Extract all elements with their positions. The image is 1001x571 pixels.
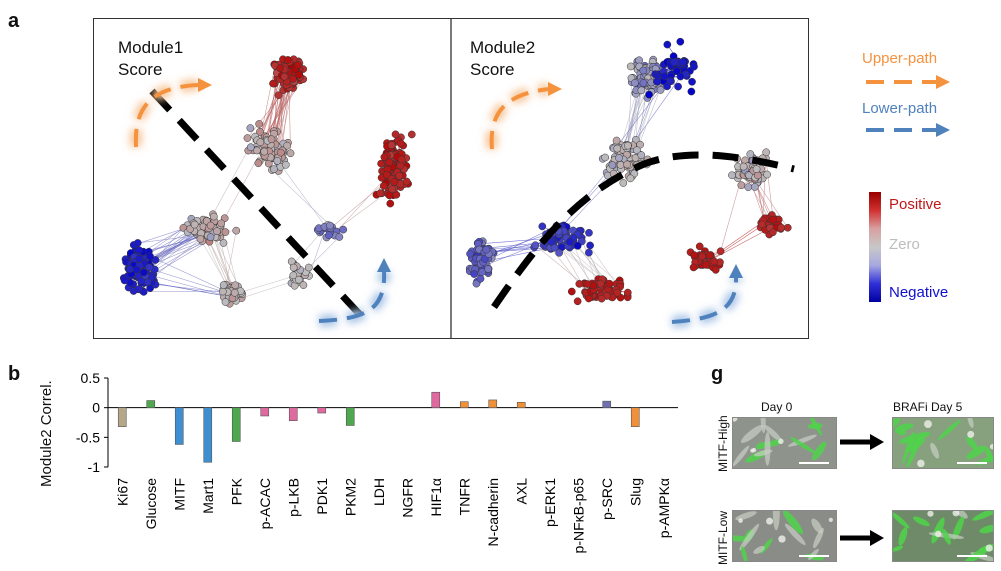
scale-bar bbox=[799, 462, 829, 464]
bar bbox=[602, 400, 612, 408]
category-label: Glucose bbox=[143, 478, 159, 530]
scale-bar bbox=[957, 555, 987, 557]
bar bbox=[117, 407, 127, 427]
bar bbox=[203, 407, 213, 463]
category-label: p-AMPKα bbox=[656, 478, 672, 538]
bar bbox=[231, 407, 241, 442]
category-label: LDH bbox=[371, 478, 387, 506]
bar bbox=[459, 401, 469, 408]
colorbar-zero-label: Zero bbox=[889, 236, 920, 253]
bar bbox=[630, 407, 640, 427]
lower-path-legend-arrow bbox=[866, 123, 950, 137]
mitf-low-row-label: MITF-Low bbox=[716, 511, 730, 565]
category-label: Mart1 bbox=[200, 478, 216, 514]
y-tick-label: -0.5 bbox=[76, 429, 100, 445]
lower-path-label: Lower-path bbox=[862, 100, 938, 117]
score-colorbar bbox=[869, 192, 881, 302]
panel-g-letter: g bbox=[711, 363, 724, 385]
scale-bar bbox=[957, 462, 987, 464]
bar bbox=[431, 391, 441, 408]
network-plots bbox=[119, 19, 795, 338]
category-label: N-cadherin bbox=[485, 478, 501, 546]
category-label: PKM2 bbox=[342, 478, 358, 516]
category-label: p-ACAC bbox=[257, 478, 273, 529]
colorbar-negative-label: Negative bbox=[889, 284, 949, 301]
colorbar-positive-label: Positive bbox=[889, 196, 942, 213]
category-label: p-SRC bbox=[599, 478, 615, 520]
category-label: p-NFκB-p65 bbox=[570, 478, 586, 554]
category-label: p-ERK1 bbox=[542, 478, 558, 527]
module2-upper-path-arrow bbox=[485, 82, 562, 150]
micrograph-low-day0 bbox=[732, 510, 837, 562]
category-label: TNFR bbox=[456, 478, 472, 515]
upper-path-legend-arrow bbox=[866, 75, 950, 89]
panel-b-letter: b bbox=[8, 363, 21, 385]
mitf-high-row-label: MITF-High bbox=[716, 415, 730, 472]
category-label: Ki67 bbox=[114, 478, 130, 506]
category-label: HIF1α bbox=[428, 478, 444, 516]
module2-correlation-bar-chart: 0.5 0 -0.5 -1 Ki67 Glucose MITF Mart1 PFK p-ACAC p… bbox=[76, 370, 678, 554]
network-nodes bbox=[119, 55, 416, 308]
module2-score-title: Module2 Score bbox=[470, 38, 536, 79]
category-label: MITF bbox=[171, 478, 187, 511]
module1-score-title: Module1 Score bbox=[118, 38, 184, 79]
bar bbox=[260, 407, 270, 417]
category-label: Slug bbox=[627, 478, 643, 506]
category-label: p-LKB bbox=[285, 478, 301, 517]
upper-path-label: Upper-path bbox=[862, 50, 938, 67]
bar bbox=[288, 407, 298, 422]
module1-upper-path-arrow bbox=[129, 78, 212, 148]
bar bbox=[317, 407, 327, 414]
y-tick-label: -1 bbox=[88, 459, 101, 475]
module1-trajectory-line bbox=[149, 88, 367, 322]
y-axis-label: Module2 Correl. bbox=[38, 380, 55, 487]
micrograph-low-day5 bbox=[892, 510, 994, 562]
module2-lower-path-arrow bbox=[671, 264, 743, 328]
panel-a-letter: a bbox=[8, 10, 20, 32]
bar bbox=[488, 399, 498, 408]
category-label: AXL bbox=[513, 478, 529, 505]
bar bbox=[516, 402, 526, 408]
category-label: PFK bbox=[228, 477, 244, 505]
micrograph-high-day5 bbox=[892, 417, 994, 469]
bar bbox=[146, 400, 156, 408]
brafi-day5-column-label: BRAFi Day 5 bbox=[893, 400, 963, 414]
day0-column-label: Day 0 bbox=[761, 400, 793, 414]
treatment-arrow-high bbox=[840, 434, 884, 450]
module1-network bbox=[119, 55, 416, 308]
network-plots-frame: Module1 Score Module2 Score bbox=[93, 18, 809, 339]
category-label: NGFR bbox=[399, 478, 415, 518]
treatment-arrow-low bbox=[840, 530, 884, 546]
micrograph-high-day0 bbox=[732, 417, 837, 469]
category-label: PDK1 bbox=[314, 478, 330, 515]
module2-trajectory-line bbox=[491, 151, 795, 309]
bar bbox=[174, 407, 184, 445]
module1-lower-path-arrow bbox=[318, 258, 391, 327]
scale-bar bbox=[799, 555, 829, 557]
y-tick-label: 0 bbox=[92, 400, 100, 416]
bar bbox=[345, 407, 355, 426]
y-tick-label: 0.5 bbox=[81, 370, 101, 386]
